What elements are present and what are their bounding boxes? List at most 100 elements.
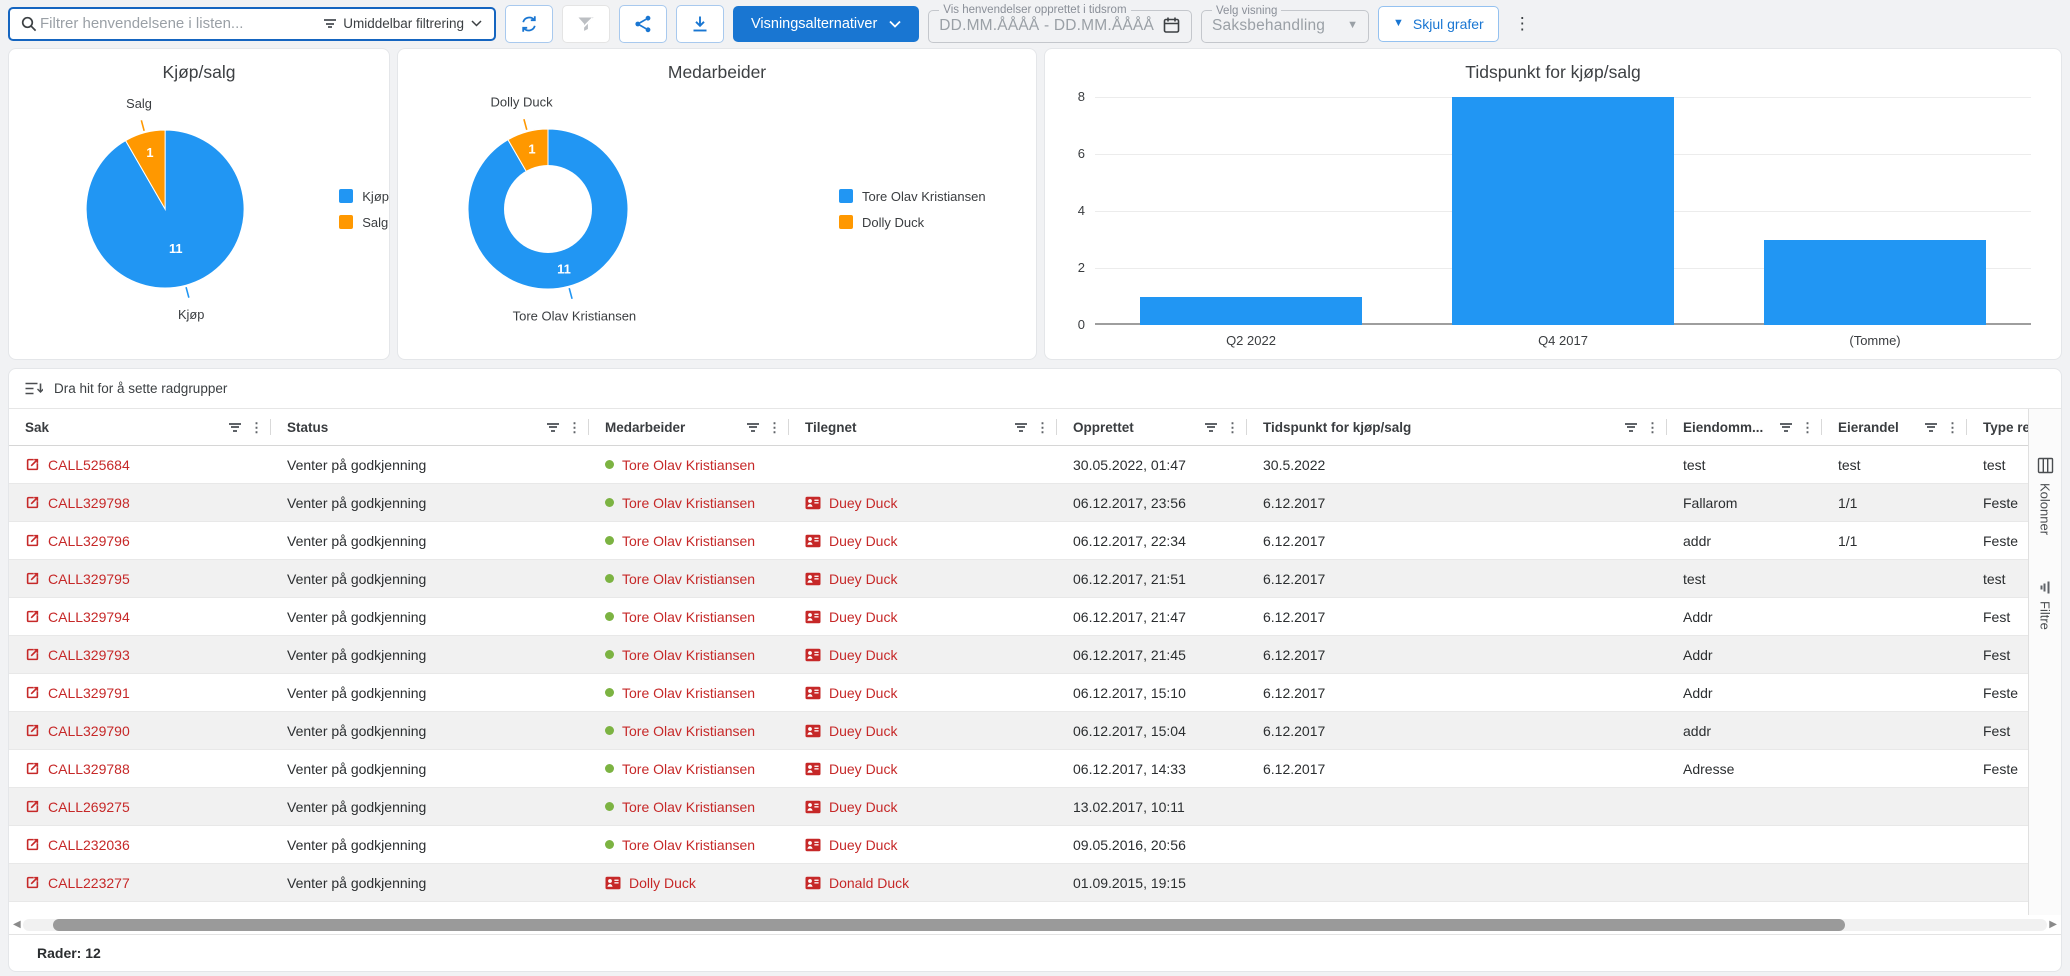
refresh-button[interactable]	[505, 5, 553, 43]
cell-sak[interactable]: CALL223277	[9, 864, 271, 901]
table-row[interactable]: CALL329790Venter på godkjenningTore Olav…	[9, 712, 2028, 750]
column-menu-icon[interactable]: ⋮	[1226, 421, 1239, 434]
open-request-icon[interactable]	[25, 571, 40, 586]
person-link[interactable]: Tore Olav Kristiansen	[622, 685, 755, 701]
column-header-eiendom[interactable]: Eiendomm...⋮	[1667, 409, 1822, 445]
person-link[interactable]: Tore Olav Kristiansen	[622, 533, 755, 549]
person-link[interactable]: Tore Olav Kristiansen	[622, 571, 755, 587]
cell-tilegnet[interactable]: Duey Duck	[789, 788, 1057, 825]
scrollbar-thumb[interactable]	[53, 919, 1845, 931]
person-link[interactable]: Tore Olav Kristiansen	[622, 761, 755, 777]
scrollbar-track[interactable]	[23, 919, 2048, 931]
filter-icon[interactable]	[1205, 423, 1217, 432]
cell-medarbeider[interactable]: Tore Olav Kristiansen	[589, 560, 789, 597]
column-header-opprettet[interactable]: Opprettet⋮	[1057, 409, 1247, 445]
search-filter-box[interactable]: Umiddelbar filtrering	[8, 7, 496, 41]
person-link[interactable]: Duey Duck	[829, 723, 897, 739]
sak-link[interactable]: CALL329798	[48, 495, 130, 511]
legend-item[interactable]: Dolly Duck	[839, 215, 986, 230]
table-row[interactable]: CALL329795Venter på godkjenningTore Olav…	[9, 560, 2028, 598]
cell-sak[interactable]: CALL329791	[9, 674, 271, 711]
sak-link[interactable]: CALL329795	[48, 571, 130, 587]
person-link[interactable]: Donald Duck	[829, 875, 909, 891]
date-range-field[interactable]: Vis henvendelser opprettet i tidsrom DD.…	[928, 4, 1192, 43]
column-header-eierandel[interactable]: Eierandel⋮	[1822, 409, 1967, 445]
bar-(Tomme)[interactable]	[1764, 240, 1986, 326]
sak-link[interactable]: CALL329796	[48, 533, 130, 549]
open-request-icon[interactable]	[25, 837, 40, 852]
person-link[interactable]: Duey Duck	[829, 837, 897, 853]
open-request-icon[interactable]	[25, 723, 40, 738]
person-link[interactable]: Duey Duck	[829, 609, 897, 625]
cell-medarbeider[interactable]: Tore Olav Kristiansen	[589, 712, 789, 749]
cell-sak[interactable]: CALL269275	[9, 788, 271, 825]
cell-tilegnet[interactable]: Duey Duck	[789, 598, 1057, 635]
legend-item[interactable]: Tore Olav Kristiansen	[839, 189, 986, 204]
open-request-icon[interactable]	[25, 647, 40, 662]
cell-sak[interactable]: CALL329796	[9, 522, 271, 559]
legend-item[interactable]: Kjøp	[339, 189, 389, 204]
person-link[interactable]: Tore Olav Kristiansen	[622, 457, 755, 473]
column-header-tilegnet[interactable]: Tilegnet⋮	[789, 409, 1057, 445]
table-row[interactable]: CALL525684Venter på godkjenningTore Olav…	[9, 446, 2028, 484]
person-link[interactable]: Tore Olav Kristiansen	[622, 495, 755, 511]
column-menu-icon[interactable]: ⋮	[1646, 421, 1659, 434]
filter-icon[interactable]	[1780, 423, 1792, 432]
filter-icon[interactable]	[747, 423, 759, 432]
column-header-medarbeider[interactable]: Medarbeider⋮	[589, 409, 789, 445]
filter-icon[interactable]	[229, 423, 241, 432]
cell-tilegnet[interactable]: Duey Duck	[789, 750, 1057, 787]
legend-item[interactable]: Salg	[339, 215, 389, 230]
table-row[interactable]: CALL269275Venter på godkjenningTore Olav…	[9, 788, 2028, 826]
open-request-icon[interactable]	[25, 495, 40, 510]
person-link[interactable]: Duey Duck	[829, 495, 897, 511]
sak-link[interactable]: CALL232036	[48, 837, 130, 853]
view-options-button[interactable]: Visningsalternativer	[733, 6, 919, 42]
sak-link[interactable]: CALL329794	[48, 609, 130, 625]
open-request-icon[interactable]	[25, 761, 40, 776]
cell-sak[interactable]: CALL525684	[9, 446, 271, 483]
person-link[interactable]: Duey Duck	[829, 647, 897, 663]
table-row[interactable]: CALL232036Venter på godkjenningTore Olav…	[9, 826, 2028, 864]
cell-sak[interactable]: CALL329794	[9, 598, 271, 635]
cell-medarbeider[interactable]: Tore Olav Kristiansen	[589, 484, 789, 521]
open-request-icon[interactable]	[25, 533, 40, 548]
sak-link[interactable]: CALL525684	[48, 457, 130, 473]
filter-mode-dropdown[interactable]: Umiddelbar filtrering	[320, 16, 486, 31]
cell-tilegnet[interactable]: Duey Duck	[789, 826, 1057, 863]
open-request-icon[interactable]	[25, 609, 40, 624]
share-button[interactable]	[619, 5, 667, 43]
tab-kolonner[interactable]: Kolonner	[2037, 457, 2054, 535]
column-menu-icon[interactable]: ⋮	[250, 421, 263, 434]
cell-sak[interactable]: CALL329793	[9, 636, 271, 673]
donut-chart-medarbeider[interactable]: 11Tore Olav Kristiansen1Dolly Duck	[418, 83, 714, 335]
table-row[interactable]: CALL329794Venter på godkjenningTore Olav…	[9, 598, 2028, 636]
cell-medarbeider[interactable]: Dolly Duck	[589, 864, 789, 901]
filter-icon[interactable]	[1925, 423, 1937, 432]
cell-medarbeider[interactable]: Tore Olav Kristiansen	[589, 522, 789, 559]
cell-medarbeider[interactable]: Tore Olav Kristiansen	[589, 674, 789, 711]
filter-icon[interactable]	[547, 423, 559, 432]
cell-medarbeider[interactable]: Tore Olav Kristiansen	[589, 636, 789, 673]
row-group-drop-zone[interactable]: Dra hit for å sette radgrupper	[9, 369, 2061, 409]
person-link[interactable]: Tore Olav Kristiansen	[622, 837, 755, 853]
bar-Q4 2017[interactable]	[1452, 97, 1674, 325]
open-request-icon[interactable]	[25, 685, 40, 700]
table-row[interactable]: CALL329788Venter på godkjenningTore Olav…	[9, 750, 2028, 788]
person-link[interactable]: Duey Duck	[829, 761, 897, 777]
column-menu-icon[interactable]: ⋮	[1036, 421, 1049, 434]
person-link[interactable]: Dolly Duck	[629, 875, 696, 891]
cell-tilegnet[interactable]: Duey Duck	[789, 560, 1057, 597]
cell-sak[interactable]: CALL329790	[9, 712, 271, 749]
table-row[interactable]: CALL329793Venter på godkjenningTore Olav…	[9, 636, 2028, 674]
person-link[interactable]: Tore Olav Kristiansen	[622, 723, 755, 739]
column-header-type_re[interactable]: Type re⋮	[1967, 409, 2028, 445]
tab-filtre[interactable]: Filtre	[2038, 583, 2053, 630]
cell-sak[interactable]: CALL329798	[9, 484, 271, 521]
sak-link[interactable]: CALL329793	[48, 647, 130, 663]
person-link[interactable]: Duey Duck	[829, 685, 897, 701]
column-menu-icon[interactable]: ⋮	[568, 421, 581, 434]
person-link[interactable]: Tore Olav Kristiansen	[622, 647, 755, 663]
person-link[interactable]: Duey Duck	[829, 571, 897, 587]
horizontal-scrollbar[interactable]: ◀ ▶	[13, 917, 2057, 932]
